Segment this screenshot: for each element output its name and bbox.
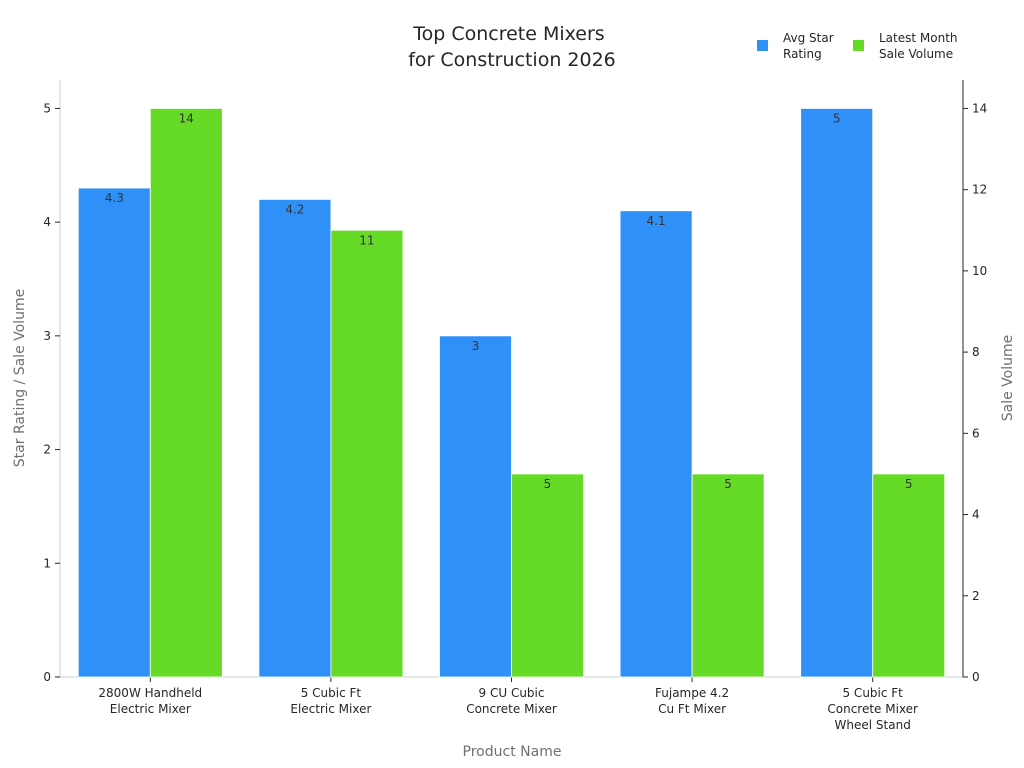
x-tick-label-line: 9 CU Cubic [479,686,545,700]
x-tick-label-line: 5 Cubic Ft [301,686,362,700]
x-tick-label: 2800W Handheld Electric Mixer [98,686,202,716]
x-tick-label-line: Electric Mixer [290,702,371,716]
chart-title: Top Concrete Mixers for Construction 202… [408,23,616,71]
bar-sale-volume [330,229,404,678]
y-left-tick-label: 0 [43,670,51,684]
bar-sale-volume [691,473,765,678]
bar-avg-star-rating [77,187,151,678]
legend-label-line: Avg Star [783,31,834,45]
data-label-sale-volume: 11 [359,233,374,247]
y-left-tick-label: 4 [43,215,51,229]
data-label-sale-volume: 5 [544,477,552,491]
x-tick-label-line: Concrete Mixer [466,702,557,716]
x-axis-title: Product Name [463,744,562,760]
data-labels: 4.3 14 4.2 11 3 5 4.1 5 5 5 [105,111,913,491]
x-tick-label-line: Concrete Mixer [827,702,918,716]
bar-sale-volume [872,473,946,678]
x-tick-label-line: 2800W Handheld [98,686,202,700]
x-tick-label: 5 Cubic Ft Concrete Mixer Wheel Stand [827,686,918,732]
bar-avg-star-rating [258,198,332,678]
y-right-tick-label: 8 [972,345,980,359]
data-label-sale-volume: 5 [724,477,732,491]
bar-avg-star-rating [619,210,693,678]
data-label-rating: 5 [833,111,841,125]
y-right-tick-label: 2 [972,589,980,603]
data-label-rating: 3 [472,339,480,353]
bar-sale-volume [511,473,584,678]
y-axis-left-title: Star Rating / Sale Volume [12,289,28,467]
bars [77,108,946,678]
y-left-tick-label: 2 [43,443,51,457]
y-right-tick-label: 12 [972,183,987,197]
x-tick-label-line: Electric Mixer [110,702,191,716]
x-tick-label-line: Cu Ft Mixer [658,702,726,716]
data-label-sale-volume: 5 [905,477,913,491]
chart-title-line-2: for Construction 2026 [408,49,616,71]
legend: Avg Star Rating Latest Month Sale Volume [757,31,958,61]
x-tick-label-line: Fujampe 4.2 [655,686,729,700]
y-left-tick-label: 1 [43,556,51,570]
bar-avg-star-rating [439,335,512,678]
bar-sale-volume [149,108,223,678]
legend-label-line: Rating [783,47,822,61]
y-right-tick-label: 6 [972,426,980,440]
y-right-tick-label: 14 [972,101,987,115]
y-axis-right-title: Sale Volume [1000,335,1016,422]
x-tick-label: 5 Cubic Ft Electric Mixer [290,686,371,716]
x-tick-label: Fujampe 4.2 Cu Ft Mixer [655,686,729,716]
legend-label-sale-volume: Latest Month Sale Volume [879,31,958,61]
data-label-rating: 4.3 [105,191,124,205]
y-right-tick-label: 0 [972,670,980,684]
data-label-sale-volume: 14 [179,111,194,125]
data-label-rating: 4.1 [647,214,666,228]
legend-swatch-rating [757,40,768,51]
y-right-tick-label: 10 [972,264,987,278]
chart-title-line-1: Top Concrete Mixers [412,23,604,45]
x-tick-label-line: 5 Cubic Ft [842,686,903,700]
legend-label-line: Sale Volume [879,47,953,61]
legend-label-rating: Avg Star Rating [783,31,834,61]
y-left-tick-label: 5 [43,101,51,115]
x-tick-label-line: Wheel Stand [835,718,911,732]
legend-swatch-sale-volume [853,40,864,51]
bar-avg-star-rating [800,108,874,678]
y-left-tick-label: 3 [43,329,51,343]
legend-label-line: Latest Month [879,31,958,45]
data-label-rating: 4.2 [285,202,304,216]
x-tick-label: 9 CU Cubic Concrete Mixer [466,686,557,716]
y-right-tick-label: 4 [972,508,980,522]
